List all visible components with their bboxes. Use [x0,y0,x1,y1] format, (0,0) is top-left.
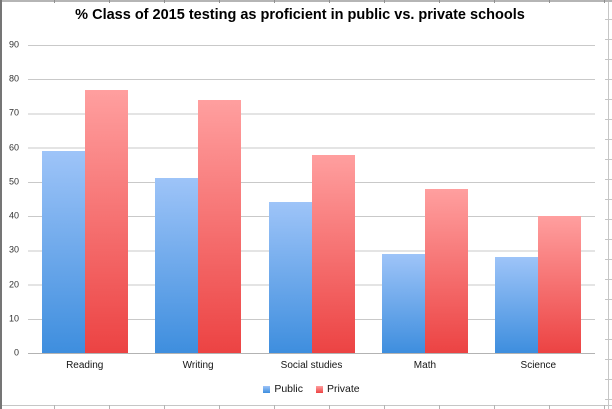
worksheet-column-border-top [0,0,612,3]
legend-label-private: Private [326,382,360,395]
y-axis-labels[interactable]: 0 10 20 30 40 50 60 70 80 90 [0,40,24,357]
legend-swatch-public [263,385,271,393]
bar-private-math[interactable] [424,188,468,353]
plot-area[interactable] [28,45,595,354]
legend[interactable]: Public Private [28,382,595,396]
bar-public-math[interactable] [381,253,425,353]
x-axis-label-reading: Reading [66,360,104,371]
y-tick-label-30: 30 [8,244,19,255]
bar-private-writing[interactable] [198,99,242,353]
bar-private-science[interactable] [538,216,582,353]
worksheet-edge-left [0,0,2,409]
worksheet-column-ticks-bottom [0,405,612,409]
y-tick-label-60: 60 [8,142,19,153]
x-axis-label-science: Science [520,360,557,371]
chart-title[interactable]: % Class of 2015 testing as proficient in… [75,7,525,23]
bar-public-reading[interactable] [41,151,85,353]
y-tick-label-20: 20 [8,279,19,290]
bar-public-science[interactable] [495,257,539,353]
y-tick-label-70: 70 [8,107,19,118]
bar-public-writing[interactable] [155,178,199,353]
worksheet-column-border-right [608,0,609,409]
legend-item-private[interactable]: Private [315,382,360,395]
bar-group-social-studies [255,45,368,353]
bar-group-reading [28,45,141,353]
x-axis-labels[interactable]: Reading Writing Social studies Math Science [28,359,595,373]
x-axis-label-math: Math [413,360,437,371]
x-axis-label-social-studies: Social studies [280,360,343,371]
y-tick-label-0: 0 [13,347,19,358]
bar-group-science [482,45,595,353]
y-tick-label-40: 40 [8,210,19,221]
x-axis-label-writing: Writing [182,360,214,371]
legend-item-public[interactable]: Public [263,384,303,395]
bar-group-writing [141,45,254,353]
y-tick-label-90: 90 [8,39,19,50]
legend-label-public: Public [274,382,303,395]
bar-public-social-studies[interactable] [268,202,312,353]
y-tick-label-50: 50 [8,176,19,187]
legend-swatch-private [315,385,323,393]
bar-group-math [368,45,481,353]
y-tick-label-80: 80 [8,73,19,84]
bar-private-social-studies[interactable] [311,154,355,353]
bar-private-reading[interactable] [84,89,128,353]
y-tick-label-10: 10 [8,313,19,324]
